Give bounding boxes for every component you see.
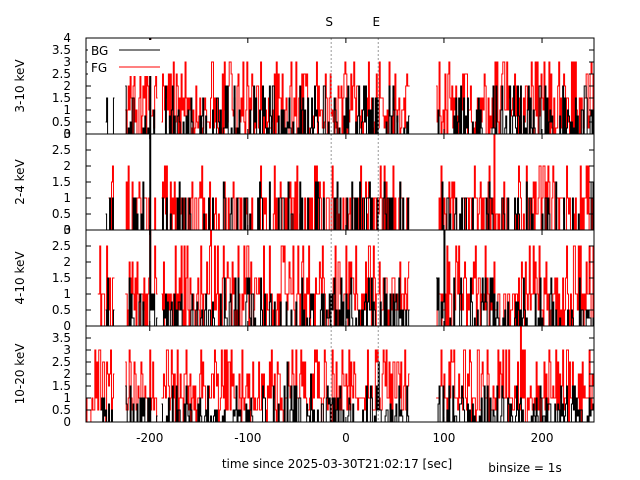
y-tick-label-1-5: 2.5 [52,143,71,157]
y-tick-label-2-1: 0.5 [52,303,71,317]
axes-layer: 00.511.522.533.543-10 keV00.511.522.532-… [13,31,595,445]
series-fg-panel-1 [108,134,594,230]
legend-bg-label: BG [91,44,108,58]
y-tick-label-1-1: 0.5 [52,207,71,221]
y-tick-label-0-8: 4 [63,31,71,45]
y-tick-label-1-0: 0 [63,223,71,237]
y-tick-label-0-2: 1 [63,103,71,117]
series-bg-panel-1 [105,134,594,230]
legend-background [88,40,162,76]
y-tick-label-3-6: 3 [63,343,71,357]
y-tick-label-1-3: 1.5 [52,175,71,189]
y-tick-label-2-3: 1.5 [52,271,71,285]
y-tick-label-3-1: 0.5 [52,403,71,417]
y-tick-label-0-3: 1.5 [52,91,71,105]
binsize-note: binsize = 1s [488,461,561,475]
y-tick-label-0-4: 2 [63,79,71,93]
y-tick-label-1-4: 2 [63,159,71,173]
y-axis-label-2: 4-10 keV [13,251,27,305]
x-axis-label: time since 2025-03-30T21:02:17 [sec] [222,457,452,471]
panel-0 [105,38,594,134]
x-tick-label-4: 200 [531,431,554,445]
y-tick-label-1-6: 3 [63,127,71,141]
y-tick-label-3-4: 2 [63,367,71,381]
panel-2 [97,230,594,326]
y-tick-label-2-6: 3 [63,223,71,237]
y-axis-label-3: 10-20 keV [13,343,27,405]
legend-fg-label: FG [91,61,107,75]
y-tick-label-0-0: 0 [63,127,71,141]
legend: BG FG [88,40,162,76]
y-tick-label-3-0: 0 [63,415,71,429]
y-tick-label-3-7: 3.5 [52,331,71,345]
y-tick-label-2-2: 1 [63,287,71,301]
y-tick-label-0-7: 3.5 [52,43,71,57]
x-tick-label-2: 0 [342,431,350,445]
y-axis-label-0: 3-10 keV [13,59,27,113]
marker-label-s: S [325,15,333,29]
y-axis-label-1: 2-4 keV [13,158,27,204]
panel-3 [86,326,594,422]
x-tick-label-0: -200 [136,431,163,445]
marker-label-e: E [372,15,380,29]
y-tick-label-3-3: 1.5 [52,379,71,393]
x-tick-label-3: 100 [433,431,456,445]
y-tick-label-0-1: 0.5 [52,115,71,129]
y-tick-label-3-5: 2.5 [52,355,71,369]
x-tick-label-1: -100 [234,431,261,445]
y-tick-label-2-5: 2.5 [52,239,71,253]
y-tick-label-0-6: 3 [63,55,71,69]
y-tick-label-3-2: 1 [63,391,71,405]
panels-layer [86,38,594,422]
series-fg-panel-2 [97,230,594,326]
y-tick-label-0-5: 2.5 [52,67,71,81]
panel-1 [105,134,594,230]
y-tick-label-2-0: 0 [63,319,71,333]
y-tick-label-1-2: 1 [63,191,71,205]
y-tick-label-2-4: 2 [63,255,71,269]
